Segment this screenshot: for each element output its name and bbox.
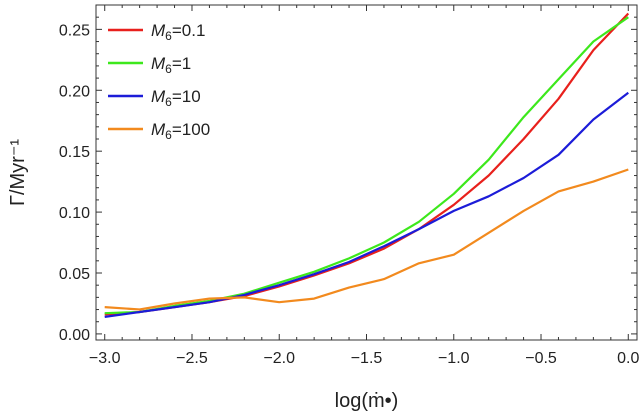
x-tick-label: 0.0 <box>617 350 639 367</box>
legend-label: M6=0.1 <box>151 21 205 43</box>
x-tick-label: −2.5 <box>176 350 208 367</box>
legend-label-value: =100 <box>172 120 210 139</box>
legend-label-subscript: 6 <box>165 95 172 109</box>
y-axis-title: Γ/Myr⁻¹ <box>7 139 29 206</box>
legend-label-value: =1 <box>172 54 191 73</box>
legend-label-subscript: 6 <box>165 128 172 142</box>
legend-label-value: =0.1 <box>172 21 206 40</box>
x-tick-label: −1.5 <box>351 350 383 367</box>
series-line-4 <box>104 168 629 311</box>
series-line-3 <box>104 91 629 318</box>
legend-label: M6=10 <box>151 87 201 109</box>
legend-label-main: M <box>151 120 166 139</box>
x-tick-label: −3.0 <box>89 350 121 367</box>
y-tick-label: 0.20 <box>59 83 90 100</box>
y-tick-label: 0.10 <box>59 205 90 222</box>
x-tick-label: −2.0 <box>263 350 295 367</box>
legend-label: M6=100 <box>151 120 210 142</box>
tick-layer: −3.0 −2.5 −2.0 −1.5 −1.0 −0.5 0.0 0.00 0.05 0.10 0… <box>59 5 639 367</box>
y-tick-label: 0.00 <box>59 327 90 344</box>
y-tick-label: 0.05 <box>59 266 90 283</box>
x-tick-label: −1.0 <box>438 350 470 367</box>
legend-label-main: M <box>151 21 166 40</box>
y-tick-label: 0.15 <box>59 144 90 161</box>
legend-label-main: M <box>151 54 166 73</box>
y-tick-label: 0.25 <box>59 22 90 39</box>
legend-label-subscript: 6 <box>165 62 172 76</box>
series-layer <box>104 12 630 318</box>
legend-label: M6=1 <box>151 54 191 76</box>
x-axis-title: log(ṁ•) <box>335 390 399 412</box>
series-line-2 <box>104 16 629 315</box>
legend-label-value: =10 <box>172 87 201 106</box>
legend-label-subscript: 6 <box>165 29 172 43</box>
legend-label-main: M <box>151 87 166 106</box>
x-tick-label: −0.5 <box>525 350 557 367</box>
